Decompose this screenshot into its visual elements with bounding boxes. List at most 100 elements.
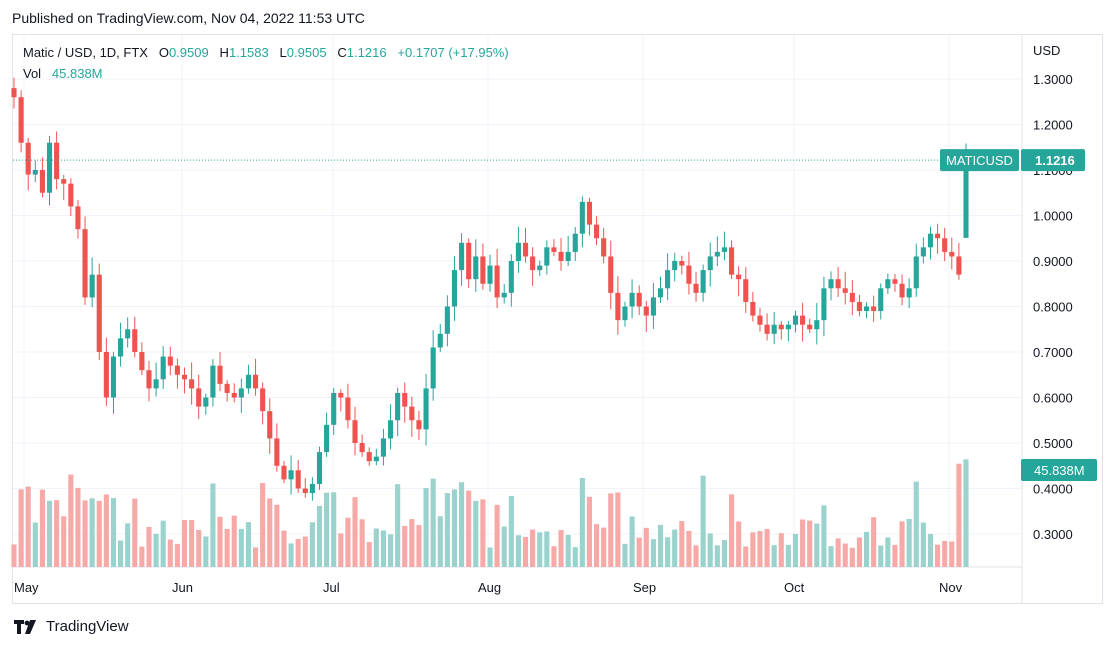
price-tick-label: 0.5000	[1033, 436, 1073, 451]
volume-bar	[920, 522, 926, 567]
volume-bar	[288, 543, 294, 567]
month-label: Jun	[172, 580, 193, 595]
volume-bar	[423, 488, 429, 567]
candle-body	[743, 279, 749, 302]
volume-bar	[565, 534, 571, 567]
candle-body	[906, 288, 912, 298]
volume-bar	[245, 522, 252, 567]
candle-body	[466, 242, 472, 280]
candle-body	[302, 488, 308, 494]
candle-body	[771, 324, 777, 334]
candle-body	[679, 261, 685, 266]
candle-body	[615, 292, 621, 321]
volume-bar	[82, 500, 88, 567]
candle-body	[54, 142, 60, 180]
volume-bar	[785, 544, 791, 567]
candle-body	[110, 356, 117, 398]
volume-bar	[189, 519, 195, 567]
candle-body	[530, 256, 536, 271]
candle-body	[459, 242, 465, 271]
candle-body	[828, 279, 834, 289]
volume-bar	[750, 532, 756, 567]
candle-body	[238, 388, 244, 398]
volume-bar	[316, 505, 323, 567]
candle-body	[835, 279, 841, 289]
high-value: 1.1583	[228, 45, 269, 60]
volume-bar	[743, 546, 749, 567]
volume-bar	[274, 504, 280, 567]
price-tick-label: 0.3000	[1033, 527, 1073, 542]
volume-bar	[842, 543, 848, 567]
price-tick-label: 0.8000	[1033, 300, 1073, 315]
candle-body	[821, 288, 827, 321]
volume-bar	[238, 528, 244, 567]
volume-bar	[96, 500, 102, 567]
currency-label: USD	[1033, 43, 1060, 58]
candle-body	[181, 374, 188, 380]
candle-body	[75, 206, 81, 230]
candle-body	[878, 288, 884, 312]
volume-bar	[721, 540, 728, 567]
volume-bar	[778, 533, 784, 567]
symbol-tag-label: MATICUSD	[946, 153, 1013, 168]
volume-bar	[110, 498, 117, 567]
candle-body	[480, 256, 486, 284]
volume-bar	[68, 474, 74, 567]
candle-body	[82, 229, 88, 298]
volume-bar	[260, 483, 266, 567]
volume-bar	[252, 547, 259, 567]
month-label: Jul	[323, 580, 340, 595]
volume-bar	[487, 547, 493, 567]
candle-body	[608, 256, 614, 293]
candle-body	[693, 283, 699, 293]
candle-body	[125, 329, 131, 339]
candle-body	[657, 288, 664, 298]
candle-body	[849, 292, 855, 302]
candle-body	[700, 270, 706, 293]
candle-body	[210, 365, 216, 398]
volume-bar	[125, 523, 131, 567]
candle-body	[89, 274, 95, 298]
candle-body	[501, 292, 507, 298]
month-label: Aug	[478, 580, 501, 595]
volume-bar	[89, 498, 95, 567]
volume-bar	[935, 544, 941, 567]
volume-bar	[650, 539, 656, 567]
candle-body	[366, 452, 372, 462]
volume-bar	[665, 537, 671, 567]
volume-bar	[302, 536, 308, 567]
volume-bar	[203, 536, 209, 567]
candle-body	[132, 329, 138, 352]
close-label: C	[337, 45, 347, 60]
candle-body	[217, 365, 223, 384]
volume-bar	[643, 527, 649, 567]
candle-body	[558, 251, 564, 261]
volume-bar	[558, 530, 564, 567]
tradingview-brand[interactable]: TradingView	[14, 618, 129, 635]
candle-body	[444, 306, 450, 334]
published-caption: Published on TradingView.com, Nov 04, 20…	[12, 10, 365, 26]
volume-bar	[402, 525, 408, 567]
candle-body	[728, 247, 735, 275]
candle-body	[146, 370, 152, 389]
volume-bar	[622, 543, 628, 567]
candle-body	[750, 301, 756, 316]
candle-body	[515, 242, 521, 261]
candle-body	[331, 392, 337, 425]
volume-bar	[828, 546, 834, 567]
high-label: H	[219, 45, 229, 60]
month-label: Nov	[939, 580, 963, 595]
volume-bar	[466, 490, 472, 567]
volume-bar	[352, 497, 358, 567]
candle-body	[800, 315, 806, 325]
volume-bar	[430, 478, 436, 567]
candle-body	[899, 283, 905, 298]
candle-body	[274, 438, 280, 466]
volume-bar	[508, 495, 514, 567]
candle-body	[551, 247, 557, 252]
volume-bar	[601, 527, 607, 567]
volume-bar	[572, 547, 578, 567]
candle-body	[736, 274, 742, 280]
candle-body	[288, 470, 294, 480]
